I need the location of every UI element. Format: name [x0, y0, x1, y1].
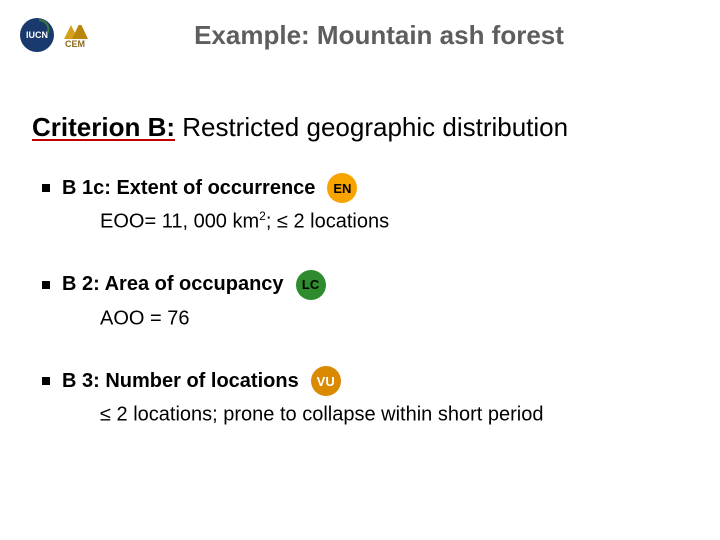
item-title: B 2: Area of occupancy — [62, 273, 284, 296]
item-title: B 1c: Extent of occurrence — [62, 177, 315, 200]
criteria-list: B 1c: Extent of occurrence EN EOO= 11, 0… — [42, 173, 720, 427]
bullet-icon — [42, 184, 50, 192]
list-item: B 3: Number of locations VU ≤ 2 location… — [42, 366, 720, 427]
detail-text: EOO= 11, 000 km — [100, 211, 259, 233]
item-head: B 3: Number of locations VU — [42, 366, 720, 396]
logo-group: IUCN CEM — [20, 18, 90, 52]
slide-title: Example: Mountain ash forest — [98, 20, 700, 51]
item-head: B 2: Area of occupancy LC — [42, 270, 720, 300]
section-heading: Criterion B: Restricted geographic distr… — [32, 112, 720, 143]
iucn-logo: IUCN — [20, 18, 54, 52]
list-item: B 1c: Extent of occurrence EN EOO= 11, 0… — [42, 173, 720, 234]
bullet-icon — [42, 377, 50, 385]
detail-text: ≤ 2 locations; prone to collapse within … — [100, 404, 543, 426]
status-badge-vu: VU — [311, 366, 341, 396]
iucn-logo-circle: IUCN — [20, 18, 54, 52]
item-detail: ≤ 2 locations; prone to collapse within … — [100, 402, 720, 427]
list-item: B 2: Area of occupancy LC AOO = 76 — [42, 270, 720, 331]
item-title: B 3: Number of locations — [62, 370, 299, 393]
slide-header: IUCN CEM Example: Mountain ash forest — [0, 0, 720, 62]
detail-sup: 2 — [259, 209, 266, 223]
item-detail: AOO = 76 — [100, 306, 720, 331]
cem-mountain-icon — [60, 21, 90, 39]
cem-logo: CEM — [60, 21, 90, 49]
iucn-logo-text: IUCN — [26, 30, 48, 40]
item-detail: EOO= 11, 000 km2; ≤ 2 locations — [100, 209, 720, 234]
status-badge-en: EN — [327, 173, 357, 203]
criterion-label: Criterion B: — [32, 112, 175, 142]
status-badge-lc: LC — [296, 270, 326, 300]
item-head: B 1c: Extent of occurrence EN — [42, 173, 720, 203]
detail-suffix: ; ≤ 2 locations — [266, 211, 389, 233]
criterion-description: Restricted geographic distribution — [175, 112, 568, 142]
bullet-icon — [42, 281, 50, 289]
cem-logo-text: CEM — [65, 39, 85, 49]
detail-text: AOO = 76 — [100, 307, 190, 329]
